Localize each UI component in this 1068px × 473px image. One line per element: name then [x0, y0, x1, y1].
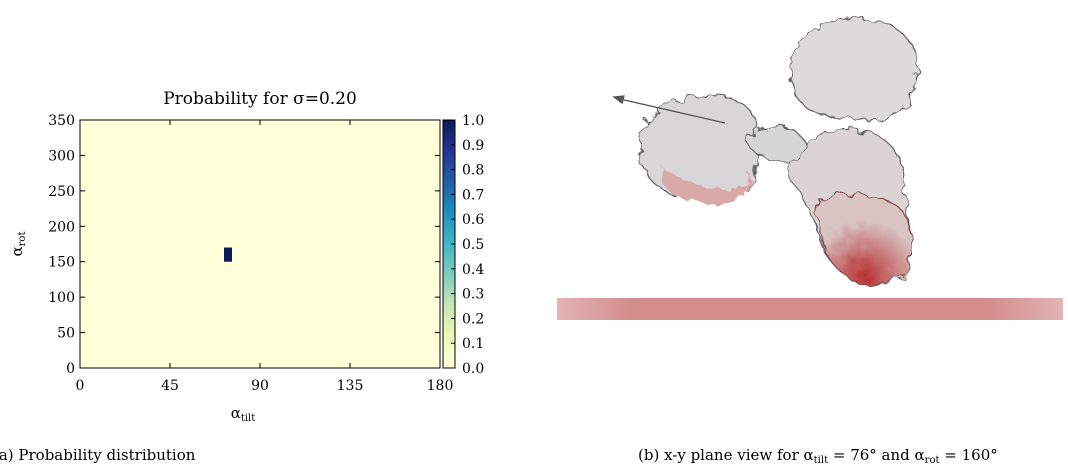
colorbar-tick-label: 0.6 — [462, 212, 484, 228]
x-tick-label: 135 — [337, 378, 364, 394]
y-label-subscript: rot — [17, 232, 28, 247]
x-label-subscript: tilt — [241, 413, 255, 424]
y-tick-label: 250 — [48, 184, 75, 200]
colorbar-tick-label: 0.9 — [462, 138, 484, 154]
x-label-symbol: α — [231, 404, 241, 422]
y-tick-label: 150 — [48, 255, 75, 271]
y-axis-label: αrot — [8, 232, 28, 257]
plot-area: 0 45 90 135 180 0 50 100 150 200 250 300 350 0.0 0.1 0.… — [48, 113, 484, 394]
caption-b-subscript: tilt — [814, 455, 828, 466]
caption-a: (a) Probability distribution — [0, 446, 196, 464]
caption-b-symbol: α — [804, 446, 814, 464]
membrane-slab — [557, 298, 1063, 320]
caption-b-text: = 76° and — [828, 446, 914, 464]
y-tick-label: 300 — [48, 148, 75, 164]
y-tick-label: 0 — [66, 361, 75, 377]
colorbar-tick-label: 0.1 — [462, 336, 484, 352]
heatmap-cell — [224, 247, 232, 262]
y-label-symbol: α — [8, 246, 26, 256]
x-tick-label: 180 — [427, 378, 454, 394]
colorbar-tick-label: 0.3 — [462, 287, 484, 303]
x-axis-label: αtilt — [231, 404, 256, 424]
colorbar-tick-label: 1.0 — [462, 113, 484, 129]
x-tick-label: 0 — [76, 378, 85, 394]
colorbar-tick-label: 0.8 — [462, 163, 484, 179]
caption-b: (b) x-y plane view for αtilt = 76° and α… — [638, 446, 998, 466]
x-tick-label: 45 — [161, 378, 179, 394]
y-tick-label: 100 — [48, 290, 75, 306]
caption-b-subscript: rot — [925, 455, 940, 466]
colorbar-tick-label: 0.5 — [462, 237, 484, 253]
molecule-render — [638, 18, 919, 286]
caption-b-symbol: α — [915, 446, 925, 464]
colorbar-tick-label: 0.2 — [462, 311, 484, 327]
caption-b-text: = 160° — [940, 446, 998, 464]
colorbar-tick-label: 0.0 — [462, 361, 484, 377]
y-tick-label: 350 — [48, 113, 75, 129]
heatmap-background — [80, 120, 440, 368]
y-tick-label: 50 — [57, 326, 75, 342]
caption-b-text: (b) x-y plane view for — [638, 446, 804, 464]
colorbar-tick-label: 0.7 — [462, 187, 484, 203]
chart-title: Probability for σ=0.20 — [163, 89, 357, 109]
y-tick-label: 200 — [48, 219, 75, 235]
x-tick-label: 90 — [251, 378, 269, 394]
colorbar-tick-label: 0.4 — [462, 262, 484, 278]
orientation-arrow — [612, 95, 726, 124]
